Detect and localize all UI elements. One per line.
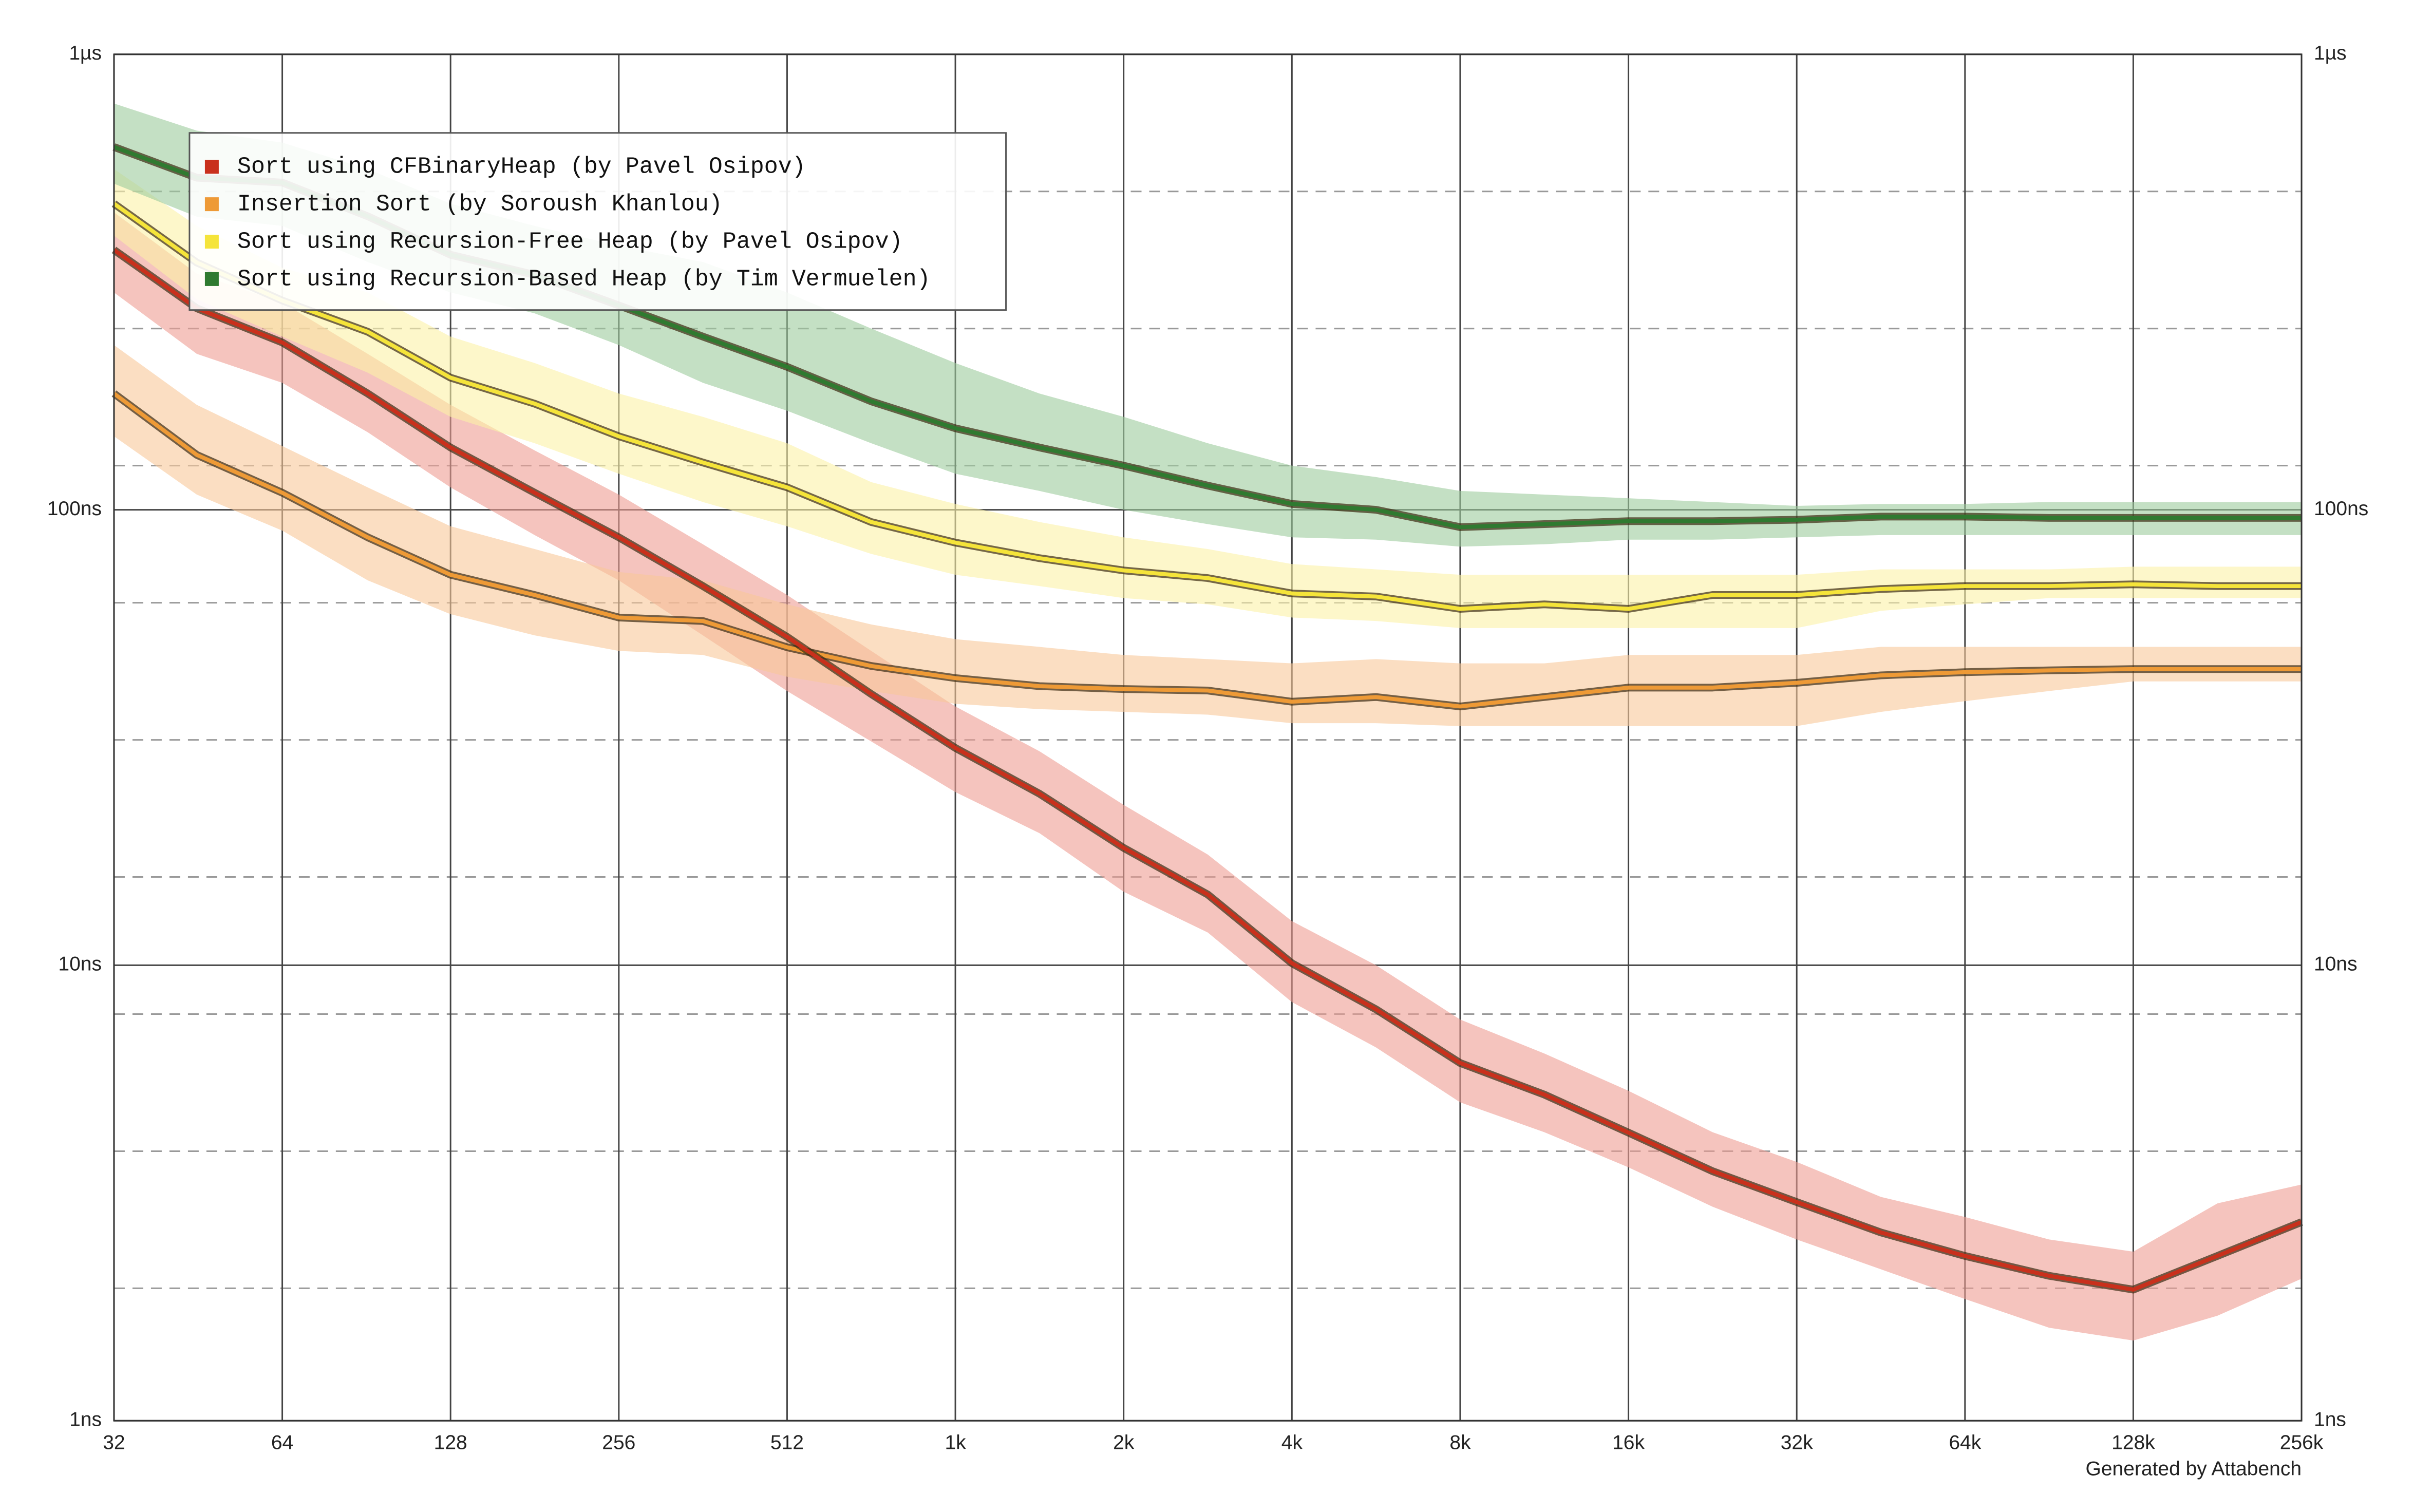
axes: 1ns 1ns 10ns 10ns 100ns 100ns 1µs 1µs 32 64 128 256… xyxy=(47,42,2369,1453)
x-tick-label: 128k xyxy=(2111,1432,2155,1454)
y-tick-label: 1ns xyxy=(69,1409,102,1431)
y2-tick-label: 100ns xyxy=(2314,498,2368,520)
series-line xyxy=(112,392,2302,709)
legend-swatch xyxy=(204,197,219,212)
legend: Sort using CFBinaryHeap (by Pavel Osipov… xyxy=(188,132,1007,311)
x-tick-label: 4k xyxy=(1281,1432,1303,1454)
legend-label: Insertion Sort (by Soroush Khanlou) xyxy=(237,192,723,218)
x-tick-label: 512 xyxy=(770,1432,804,1454)
legend-label: Sort using Recursion-Free Heap (by Pavel… xyxy=(237,229,903,255)
legend-swatch xyxy=(204,272,219,286)
legend-swatch xyxy=(204,235,219,249)
y2-tick-label: 1µs xyxy=(2314,42,2347,64)
lines xyxy=(111,143,2303,1294)
x-tick-label: 64k xyxy=(1949,1432,1981,1454)
y-tick-label: 1µs xyxy=(69,42,102,64)
plot-frame xyxy=(113,53,2303,1422)
legend-swatch xyxy=(204,160,219,174)
legend-label: Sort using Recursion-Based Heap (by Tim … xyxy=(237,266,931,292)
x-tick-label: 32 xyxy=(103,1432,125,1454)
x-tick-label: 8k xyxy=(1449,1432,1471,1454)
x-tick-label: 256 xyxy=(602,1432,635,1454)
x-tick-label: 16k xyxy=(1612,1432,1645,1454)
y-tick-label: 100ns xyxy=(47,498,102,520)
y2-tick-label: 10ns xyxy=(2314,953,2358,975)
range-band xyxy=(114,103,2302,547)
y-tick-label: 10ns xyxy=(58,953,102,975)
x-tick-label: 2k xyxy=(1113,1432,1135,1454)
x-tick-label: 1k xyxy=(945,1432,966,1454)
legend-box xyxy=(188,132,1007,311)
x-tick-label: 64 xyxy=(271,1432,293,1454)
credit: Generated by Attabench xyxy=(2086,1458,2302,1480)
series-line xyxy=(112,202,2302,611)
legend-label: Sort using CFBinaryHeap (by Pavel Osipov… xyxy=(237,154,806,180)
series-line xyxy=(112,248,2303,1292)
range-band xyxy=(114,345,2302,726)
y2-tick-label: 1ns xyxy=(2314,1409,2346,1431)
x-tick-label: 128 xyxy=(434,1432,467,1454)
x-tick-label: 256k xyxy=(2280,1432,2324,1454)
x-tick-label: 32k xyxy=(1781,1432,1813,1454)
